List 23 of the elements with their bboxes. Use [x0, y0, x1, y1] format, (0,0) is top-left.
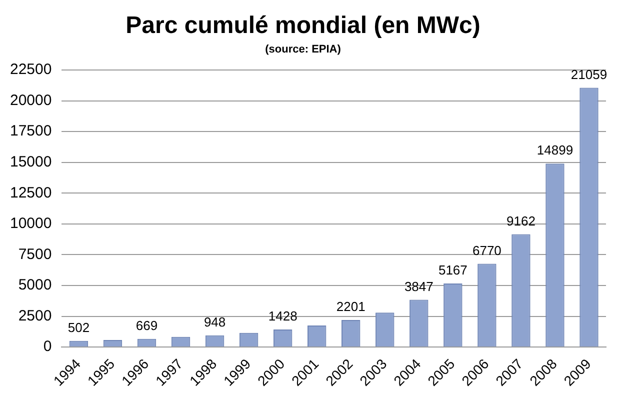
data-label: 21059: [570, 66, 608, 82]
y-tick-label: 0: [43, 338, 52, 356]
y-tick-label: 7500: [18, 246, 52, 263]
data-label: 502: [68, 320, 90, 335]
y-tick-label: 2500: [18, 307, 52, 324]
y-tick-label: 12500: [10, 184, 52, 202]
data-label: 14899: [536, 142, 574, 158]
data-label: 1428: [268, 308, 298, 324]
y-tick-label: 10000: [10, 215, 52, 232]
y-tick-label: 22500: [10, 61, 52, 78]
data-label: 669: [136, 318, 158, 333]
y-tick-label: 17500: [10, 122, 52, 140]
data-label: 5167: [438, 262, 468, 278]
data-label: 2201: [336, 299, 366, 314]
data-label: 9162: [506, 213, 536, 228]
chart-subtitle: (source: EPIA): [265, 43, 342, 56]
data-label: 6770: [472, 242, 502, 258]
y-tick-label: 15000: [10, 154, 52, 171]
data-label: 3847: [404, 278, 434, 294]
y-tick-label: 20000: [10, 92, 52, 109]
y-tick-label: 5000: [18, 276, 52, 294]
data-label: 948: [204, 314, 226, 330]
chart-title: Parc cumulé mondial (en MWc): [126, 12, 480, 40]
